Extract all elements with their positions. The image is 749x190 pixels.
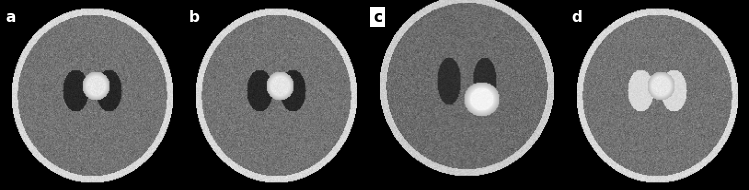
Text: a: a: [5, 10, 16, 25]
Text: b: b: [189, 10, 200, 25]
Text: d: d: [571, 10, 582, 25]
Text: c: c: [373, 10, 382, 25]
